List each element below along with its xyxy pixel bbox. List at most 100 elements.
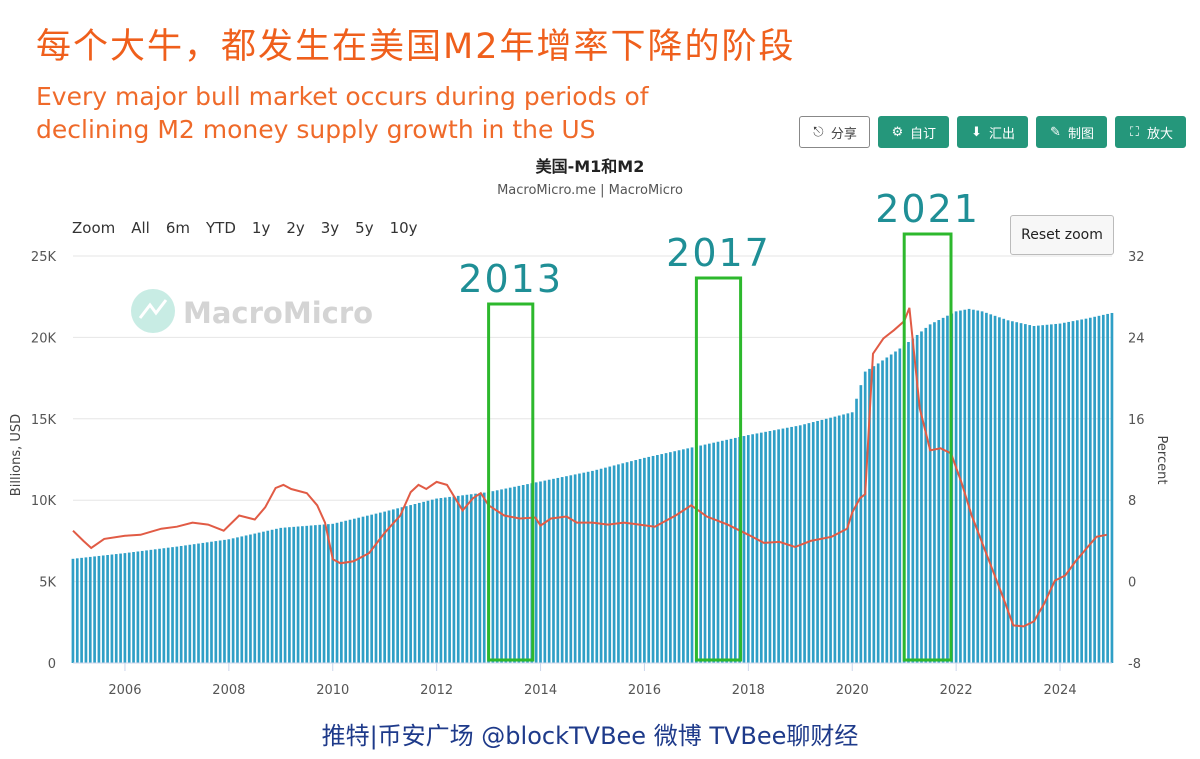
m2-bar xyxy=(751,434,754,663)
m2-bar xyxy=(456,495,460,663)
m2-bar xyxy=(114,554,118,663)
m2-bar xyxy=(1019,323,1023,663)
m2-bar xyxy=(240,536,244,663)
x-tick-label: 2018 xyxy=(732,683,765,698)
m2-bar xyxy=(305,525,309,663)
y-axis-left-ticks: 0 5K 10K 15K 20K 25K xyxy=(31,250,57,672)
m2-bar xyxy=(907,342,910,663)
m2-bar xyxy=(283,527,287,663)
m2-bar xyxy=(270,529,274,663)
m2-bar xyxy=(474,493,477,663)
m2-bar xyxy=(985,312,988,663)
m2-bar xyxy=(950,313,954,663)
zoom-selector: Zoom All 6m YTD 1y 2y 3y 5y 10y xyxy=(72,219,434,237)
m2-bar xyxy=(443,497,447,663)
m2-bar xyxy=(686,448,690,663)
zoom-option-all[interactable]: All xyxy=(131,219,150,237)
m2-bar xyxy=(478,493,482,663)
m2-bar xyxy=(920,331,923,663)
m2-bar xyxy=(595,469,599,663)
m2-bar xyxy=(625,462,629,663)
enlarge-button[interactable]: ⛶ 放大 xyxy=(1114,116,1186,148)
m2-bar xyxy=(357,517,361,663)
headline-english: Every major bull market occurs during pe… xyxy=(36,80,649,146)
m2-bar xyxy=(993,315,997,663)
m2-bar xyxy=(1045,324,1049,663)
m2-bar xyxy=(660,454,664,663)
m2-bar xyxy=(136,551,140,663)
m2-bar xyxy=(794,426,798,663)
m2-bar xyxy=(201,542,205,663)
m2-bar xyxy=(344,520,348,663)
m2-bar xyxy=(188,544,192,663)
m2-bar xyxy=(223,539,226,663)
m2-bar xyxy=(127,552,131,663)
m2-bar xyxy=(941,317,945,663)
m2-bar xyxy=(218,540,222,663)
m2-bar xyxy=(106,555,109,663)
share-icon: ⎋ xyxy=(813,124,824,140)
m2-bar xyxy=(759,432,763,663)
m2-bar xyxy=(517,485,521,663)
m2-bar xyxy=(162,548,166,663)
y-tick-left-label: 15K xyxy=(31,413,57,428)
m2-bar xyxy=(599,468,603,663)
m2-bar xyxy=(149,549,153,663)
m2-bar xyxy=(695,446,698,663)
m2-bar xyxy=(855,398,858,663)
draw-button[interactable]: ✎ 制图 xyxy=(1035,116,1107,148)
y-axis-left-label: Billions, USD xyxy=(9,414,24,496)
m2-bar xyxy=(764,431,767,663)
m2-bar xyxy=(881,360,884,663)
zoom-option-10y[interactable]: 10y xyxy=(389,219,418,237)
m2-bar xyxy=(197,543,200,663)
m2-bar xyxy=(175,546,179,663)
m2-bar xyxy=(504,488,508,663)
m2-bar xyxy=(400,507,404,663)
m2-bar xyxy=(803,424,806,663)
m2-bar xyxy=(937,320,941,663)
m2-bar xyxy=(703,444,707,663)
m2-bar xyxy=(673,451,677,663)
m2-bar xyxy=(928,324,932,663)
m2-bar xyxy=(565,476,568,663)
m2-bar xyxy=(1054,323,1058,663)
highlight-box xyxy=(694,276,743,662)
reset-zoom-button[interactable]: Reset zoom xyxy=(1010,215,1114,255)
zoom-option-ytd[interactable]: YTD xyxy=(206,219,236,237)
m2-bar xyxy=(469,494,473,663)
m2-bar xyxy=(712,442,716,663)
highlight-year-label: 2017 xyxy=(666,231,771,275)
y-tick-left-label: 0 xyxy=(48,657,56,672)
m2-bar xyxy=(88,556,92,663)
x-tick-label: 2012 xyxy=(420,683,453,698)
zoom-option-2y[interactable]: 2y xyxy=(286,219,305,237)
m2-bar xyxy=(123,553,127,663)
m2-bar xyxy=(413,504,417,663)
watermark-logo-mark xyxy=(138,299,168,319)
m2-bar xyxy=(872,366,876,663)
m2-bar xyxy=(998,317,1001,663)
m2-bar xyxy=(591,470,594,663)
x-tick-label: 2010 xyxy=(316,683,349,698)
export-button[interactable]: ⬇ 汇出 xyxy=(956,116,1028,148)
m2-bar xyxy=(266,530,270,663)
zoom-option-5y[interactable]: 5y xyxy=(355,219,374,237)
zoom-option-1y[interactable]: 1y xyxy=(251,219,271,237)
m2-bar xyxy=(630,461,633,663)
m2-bar xyxy=(586,471,590,663)
zoom-option-3y[interactable]: 3y xyxy=(320,219,340,237)
zoom-option-6m[interactable]: 6m xyxy=(165,219,191,237)
share-button[interactable]: ⎋ 分享 xyxy=(798,116,870,148)
m2-bar xyxy=(288,527,291,663)
download-icon: ⬇ xyxy=(971,124,982,140)
m2-bar xyxy=(1071,321,1075,663)
m2-bar xyxy=(331,523,335,663)
customize-button[interactable]: ⚙ 自订 xyxy=(877,116,949,148)
m2-bar xyxy=(656,455,659,663)
headline-english-line2: declining M2 money supply growth in the … xyxy=(36,115,596,144)
m2-bar xyxy=(1106,313,1109,663)
chart-gridlines xyxy=(73,255,1112,664)
x-tick-label: 2020 xyxy=(836,683,869,698)
